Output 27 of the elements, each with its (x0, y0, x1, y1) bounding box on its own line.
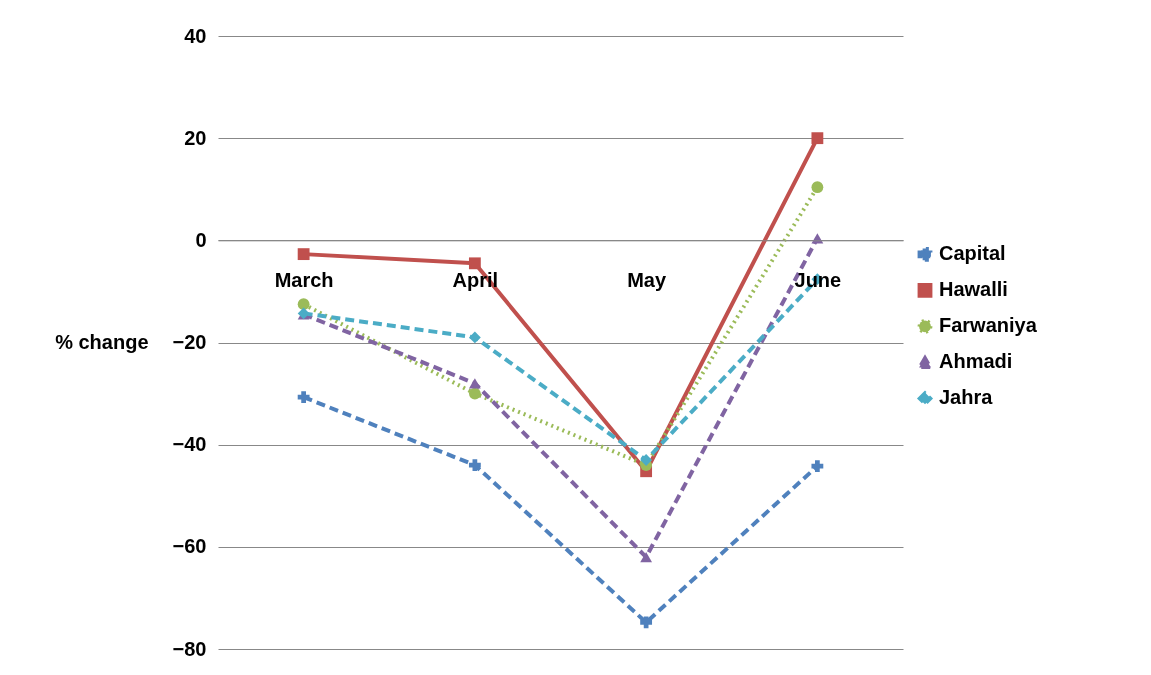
y-tick-label: 20 (184, 126, 207, 149)
point (811, 460, 824, 473)
legend-label: Jahra (939, 386, 994, 409)
point (297, 391, 310, 404)
y-tick-label: 40 (184, 24, 207, 47)
x-tick-label: March (274, 268, 334, 291)
point (297, 248, 310, 261)
point (811, 181, 824, 194)
y-tick-label: −60 (172, 535, 207, 558)
legend-label: Ahmadi (939, 350, 1013, 373)
point (468, 257, 481, 270)
point (468, 387, 481, 400)
y-tick-label: −80 (172, 637, 207, 660)
x-tick-label: May (627, 268, 667, 291)
point (640, 616, 653, 629)
point (811, 132, 824, 145)
point (640, 454, 653, 466)
y-axis-title: % change (55, 331, 149, 353)
point (297, 298, 310, 311)
y-tick-label: −20 (172, 331, 207, 353)
point (468, 331, 481, 344)
legend-label: Capital (939, 242, 1006, 265)
point (640, 551, 653, 563)
y-tick-label: 0 (195, 228, 207, 251)
legend-label: Hawalli (939, 278, 1008, 301)
y-tick-label: −40 (172, 433, 207, 456)
legend-label: Farwaniya (939, 314, 1038, 337)
